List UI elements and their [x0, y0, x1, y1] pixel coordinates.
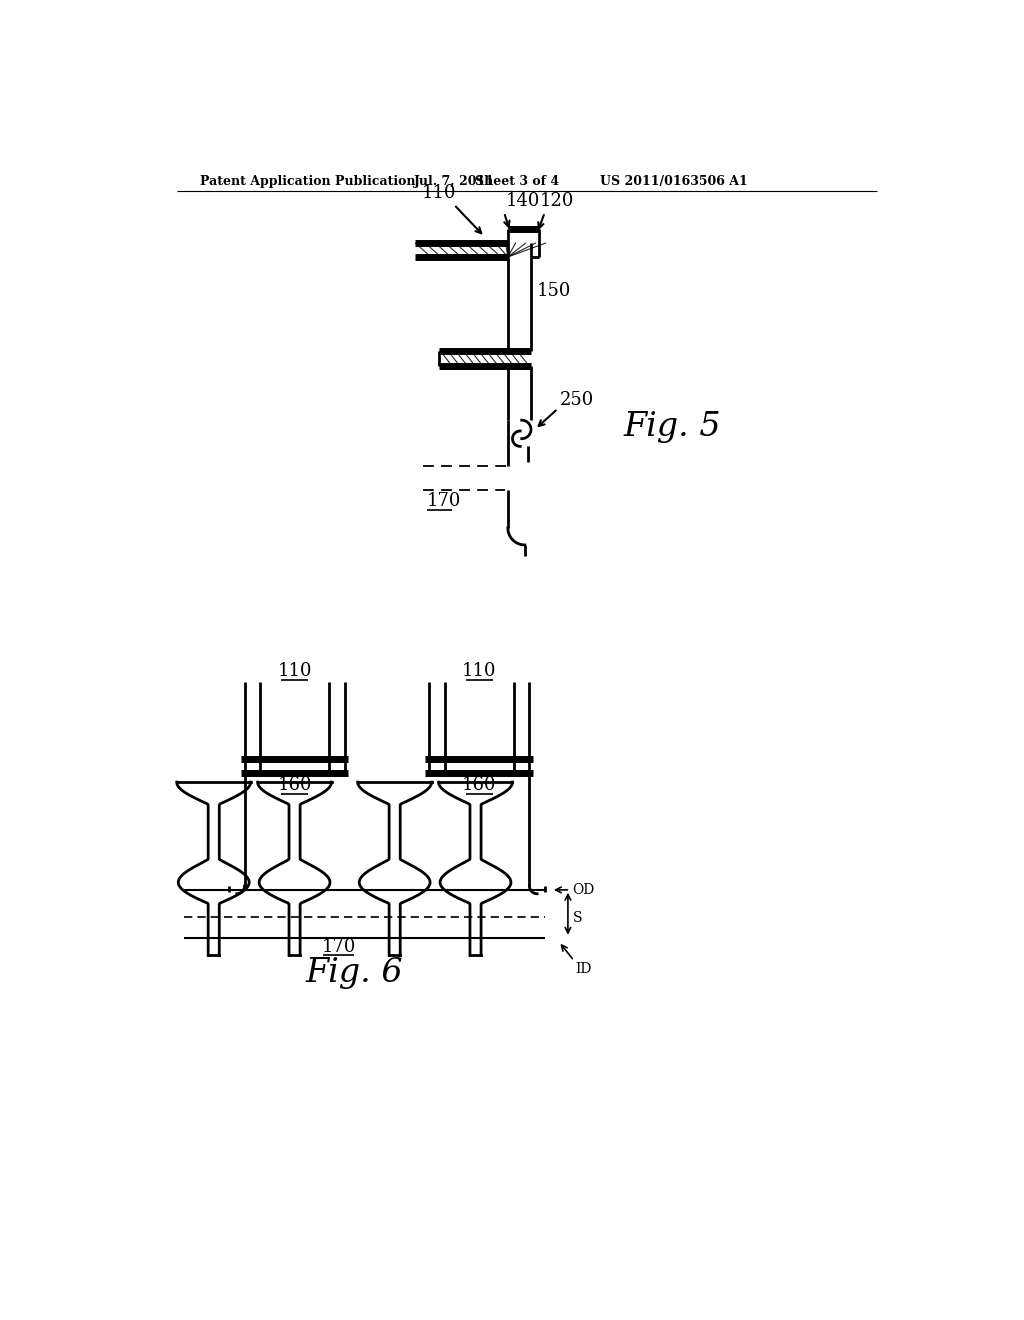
Text: 150: 150: [538, 282, 571, 300]
Text: 140: 140: [506, 193, 540, 210]
Text: Fig. 5: Fig. 5: [624, 411, 721, 442]
Text: Fig. 6: Fig. 6: [305, 957, 402, 989]
Text: ID: ID: [575, 962, 592, 977]
Text: Sheet 3 of 4: Sheet 3 of 4: [475, 176, 559, 189]
Text: 250: 250: [560, 391, 595, 409]
Text: 170: 170: [322, 937, 355, 956]
Text: S: S: [572, 911, 582, 924]
Text: OD: OD: [572, 883, 595, 896]
Text: 110: 110: [462, 661, 497, 680]
Text: 170: 170: [427, 492, 462, 511]
Text: Jul. 7, 2011: Jul. 7, 2011: [414, 176, 495, 189]
Text: 160: 160: [278, 776, 312, 793]
Text: US 2011/0163506 A1: US 2011/0163506 A1: [600, 176, 748, 189]
Text: Patent Application Publication: Patent Application Publication: [200, 176, 416, 189]
Text: 160: 160: [462, 776, 497, 793]
Text: 120: 120: [541, 193, 574, 210]
Text: 110: 110: [421, 185, 456, 202]
Text: 110: 110: [278, 661, 312, 680]
